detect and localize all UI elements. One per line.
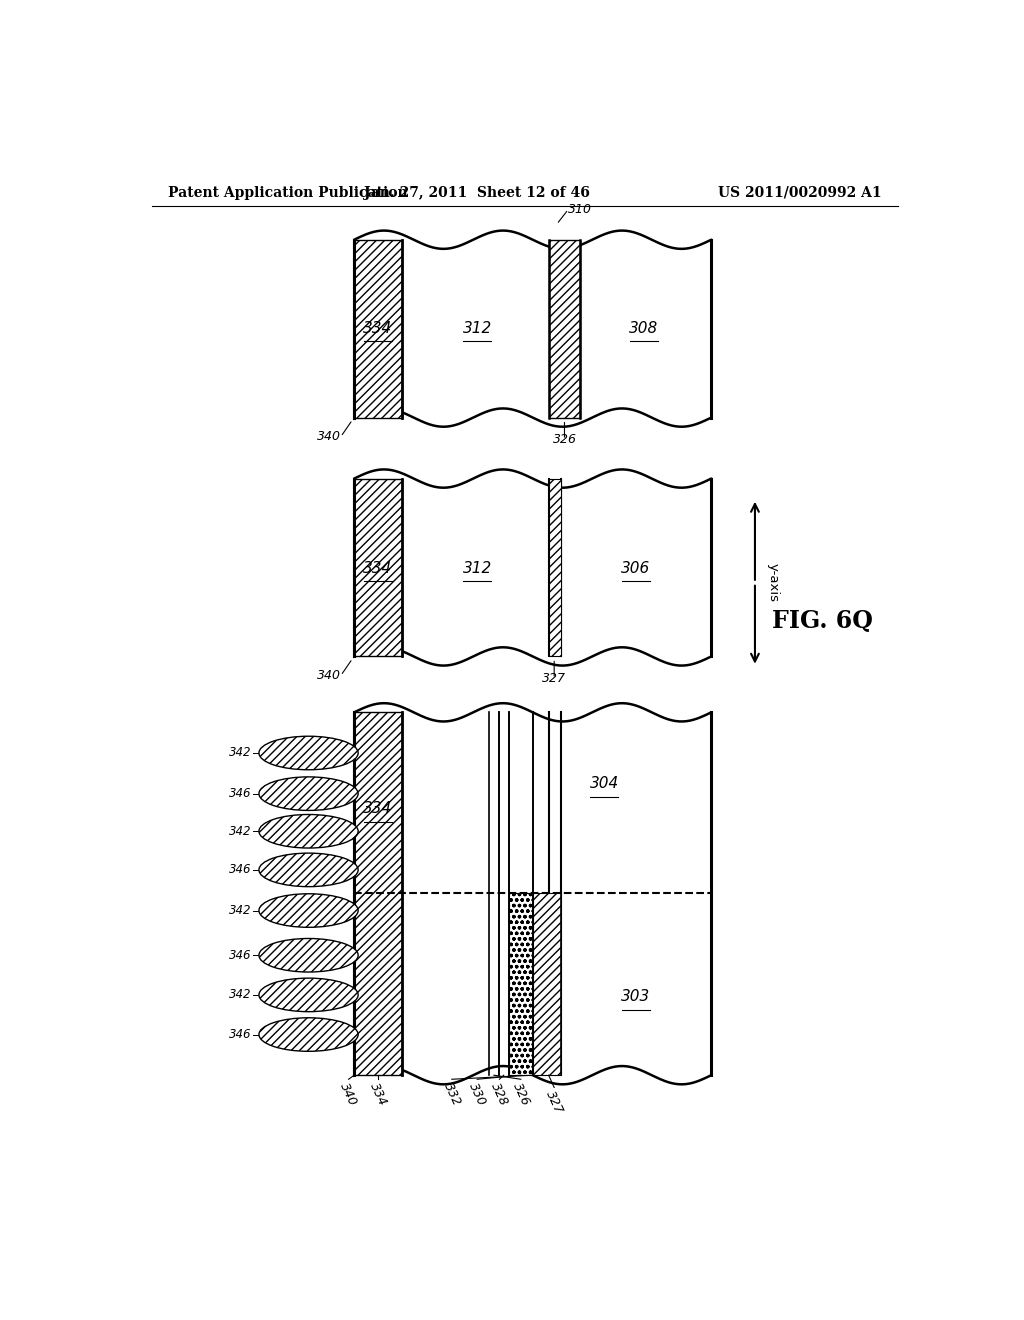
Polygon shape	[354, 479, 401, 656]
Text: 334: 334	[364, 801, 392, 816]
Text: 332: 332	[440, 1080, 463, 1107]
Text: 340: 340	[316, 669, 341, 682]
Ellipse shape	[259, 978, 358, 1011]
Text: 342: 342	[228, 825, 251, 838]
Text: 327: 327	[543, 1089, 565, 1115]
Text: Jan. 27, 2011  Sheet 12 of 46: Jan. 27, 2011 Sheet 12 of 46	[365, 186, 590, 199]
Text: 342: 342	[228, 904, 251, 917]
Text: 326: 326	[510, 1080, 531, 1107]
Text: 342: 342	[228, 747, 251, 759]
Text: 334: 334	[364, 561, 392, 576]
Text: 328: 328	[488, 1080, 510, 1107]
Text: 326: 326	[553, 433, 577, 446]
Polygon shape	[354, 713, 712, 1076]
Polygon shape	[354, 240, 401, 417]
Text: 340: 340	[316, 430, 341, 444]
Text: 308: 308	[629, 321, 658, 335]
Polygon shape	[354, 479, 712, 656]
Text: 310: 310	[568, 203, 593, 215]
Ellipse shape	[259, 1018, 358, 1051]
Text: 306: 306	[622, 561, 650, 576]
Text: 304: 304	[590, 776, 618, 791]
Ellipse shape	[259, 737, 358, 770]
Text: FIG. 6Q: FIG. 6Q	[772, 609, 872, 632]
Ellipse shape	[259, 777, 358, 810]
Ellipse shape	[259, 894, 358, 928]
Text: 334: 334	[367, 1080, 389, 1107]
Ellipse shape	[259, 939, 358, 972]
Polygon shape	[354, 713, 401, 1076]
Polygon shape	[509, 894, 532, 1076]
Polygon shape	[549, 479, 560, 656]
Text: Patent Application Publication: Patent Application Publication	[168, 186, 408, 199]
Text: 334: 334	[364, 321, 392, 335]
Text: 346: 346	[228, 787, 251, 800]
Text: 303: 303	[622, 990, 650, 1005]
Polygon shape	[354, 240, 712, 417]
Text: 312: 312	[463, 561, 492, 576]
Ellipse shape	[259, 814, 358, 847]
Ellipse shape	[259, 853, 358, 887]
Text: US 2011/0020992 A1: US 2011/0020992 A1	[718, 186, 882, 199]
Text: 346: 346	[228, 1028, 251, 1041]
Text: 346: 346	[228, 949, 251, 962]
Text: 312: 312	[463, 321, 492, 335]
Text: 340: 340	[338, 1080, 359, 1107]
Text: 327: 327	[542, 672, 566, 685]
Polygon shape	[549, 240, 581, 417]
Text: 330: 330	[466, 1080, 488, 1107]
Text: y-axis: y-axis	[767, 562, 780, 602]
Text: 342: 342	[228, 989, 251, 1002]
Polygon shape	[532, 894, 560, 1076]
Text: 346: 346	[228, 863, 251, 876]
